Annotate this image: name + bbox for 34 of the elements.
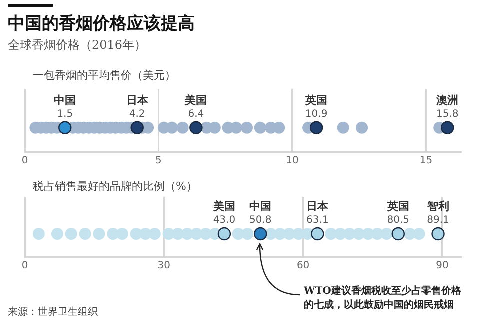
x-tick-label: 90: [436, 260, 449, 272]
data-label: 50.8: [249, 215, 272, 226]
series-label: 英国: [304, 94, 328, 107]
data-label: 15.8: [436, 108, 459, 120]
source-note: 来源：世界卫生组织: [8, 306, 98, 319]
series-label: 澳洲: [436, 94, 459, 107]
series-label: 美国: [184, 94, 208, 107]
data-label: 63.1: [306, 215, 329, 226]
data-label: 43.0: [213, 215, 236, 226]
data-label: 1.5: [57, 108, 74, 120]
x-tick-label: 30: [158, 260, 171, 272]
data-label: 89.1: [427, 215, 450, 226]
data-label: 10.9: [305, 108, 328, 120]
x-axis-title: 税占销售最好的品牌的比例（%）: [33, 179, 198, 194]
data-label: 4.2: [129, 108, 146, 120]
x-tick-label: 0: [22, 260, 28, 272]
series-label: 智利: [426, 200, 450, 213]
data-label: 80.5: [387, 215, 410, 226]
series-label: 日本: [126, 94, 150, 107]
x-tick-label: 15: [420, 156, 433, 167]
x-tick-label: 60: [296, 260, 310, 272]
series-label: 英国: [386, 200, 410, 213]
series-label: 中国: [54, 94, 76, 107]
x-axis-title: 一包香烟的平均售价（美元）: [33, 68, 176, 83]
data-label: 6.4: [188, 108, 204, 120]
text: WTO建议香烟税收至少占零售价格的七成，以此鼓励中国的烟民戒烟: [304, 285, 462, 313]
series-label: 日本: [306, 200, 330, 213]
series-label: 美国: [212, 200, 236, 213]
x-tick-label: 0: [22, 156, 28, 167]
chart-title: 中国的香烟价格应该提高: [8, 13, 195, 35]
x-tick-label: 10: [286, 156, 299, 167]
chart-subtitle: 全球香烟价格（2016年）: [8, 37, 147, 54]
x-tick-label: 5: [156, 156, 162, 167]
series-label: 中国: [250, 200, 272, 213]
